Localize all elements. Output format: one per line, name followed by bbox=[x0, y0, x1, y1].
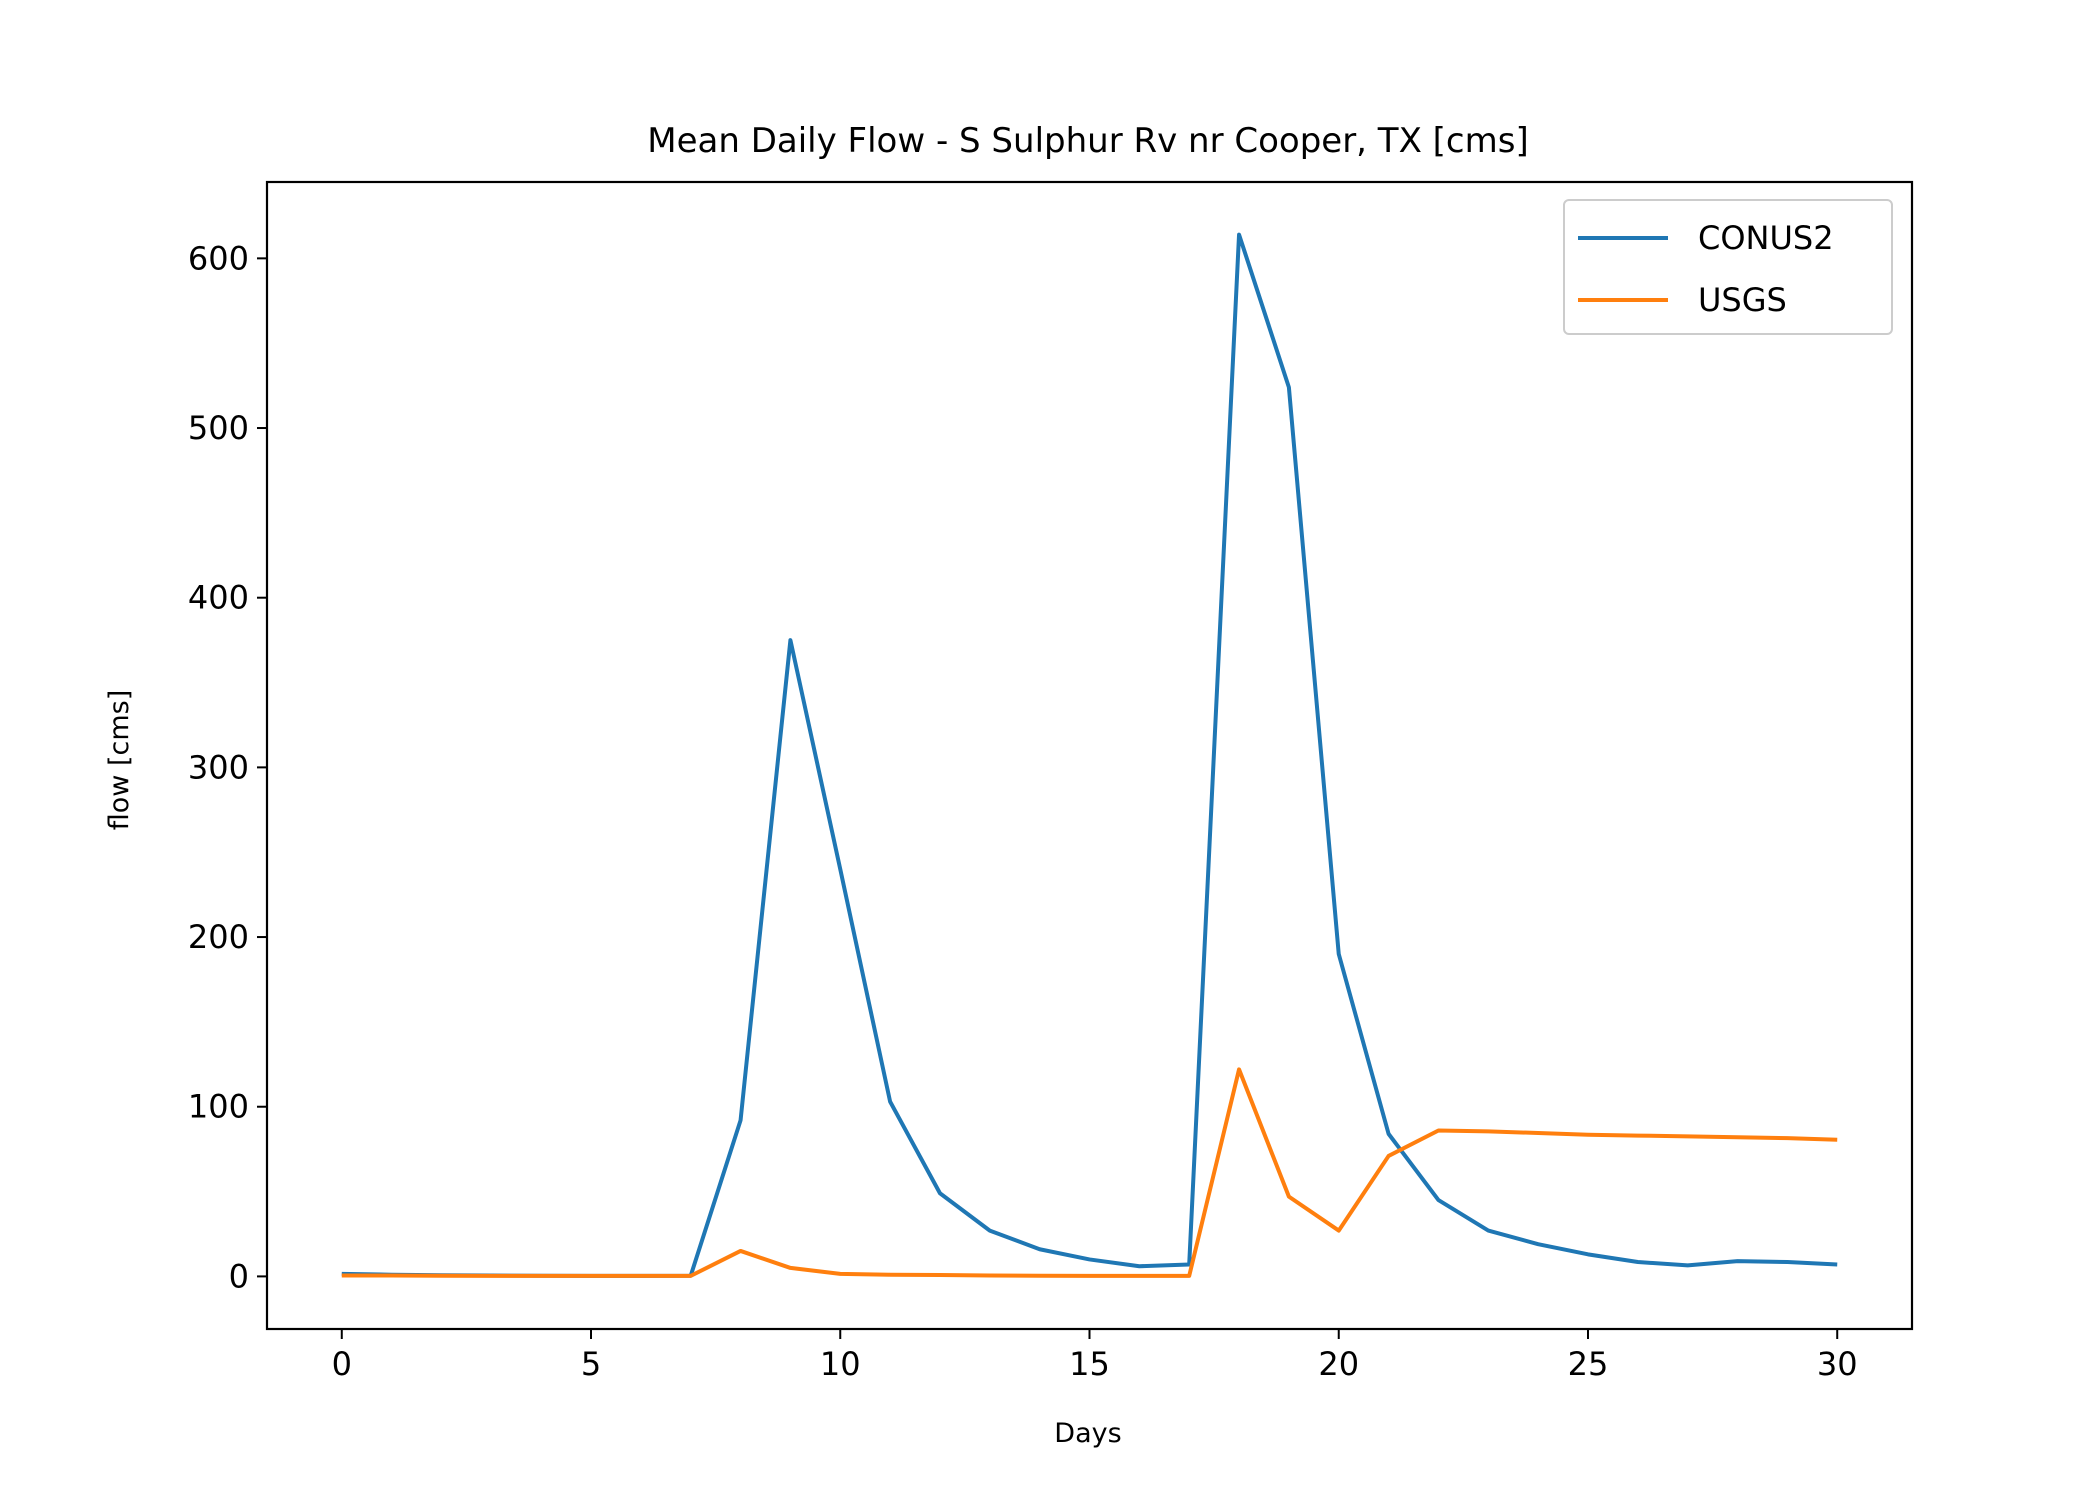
y-tick-label: 600 bbox=[188, 239, 249, 277]
x-tick-label: 0 bbox=[332, 1345, 352, 1383]
legend-label-usgs: USGS bbox=[1698, 281, 1787, 319]
x-tick-label: 20 bbox=[1318, 1345, 1359, 1383]
series-line-usgs bbox=[341, 1067, 1838, 1278]
y-tick-label: 300 bbox=[188, 748, 249, 786]
x-tick-label: 15 bbox=[1069, 1345, 1110, 1383]
y-tick-label: 400 bbox=[188, 579, 249, 617]
x-tick-label: 25 bbox=[1568, 1345, 1609, 1383]
x-axis-label: Days bbox=[1054, 1418, 1121, 1449]
plot-area: 0 5 10 15 20 25 300100200300400500600CONUS2USG… bbox=[188, 180, 1914, 1383]
chart-title: Mean Daily Flow - S Sulphur Rv nr Cooper… bbox=[647, 121, 1528, 161]
y-tick-label: 0 bbox=[229, 1257, 249, 1295]
y-tick-label: 200 bbox=[188, 918, 249, 956]
legend-label-conus2: CONUS2 bbox=[1698, 219, 1834, 257]
y-axis-label: flow [cms] bbox=[104, 690, 135, 830]
legend: CONUS2 USGS bbox=[1563, 199, 1893, 335]
x-tick-label: 10 bbox=[820, 1345, 861, 1383]
y-tick-label: 100 bbox=[188, 1088, 249, 1126]
x-tick-label: 5 bbox=[581, 1345, 601, 1383]
y-tick-label: 500 bbox=[188, 409, 249, 447]
x-tick-label: 30 bbox=[1817, 1345, 1858, 1383]
